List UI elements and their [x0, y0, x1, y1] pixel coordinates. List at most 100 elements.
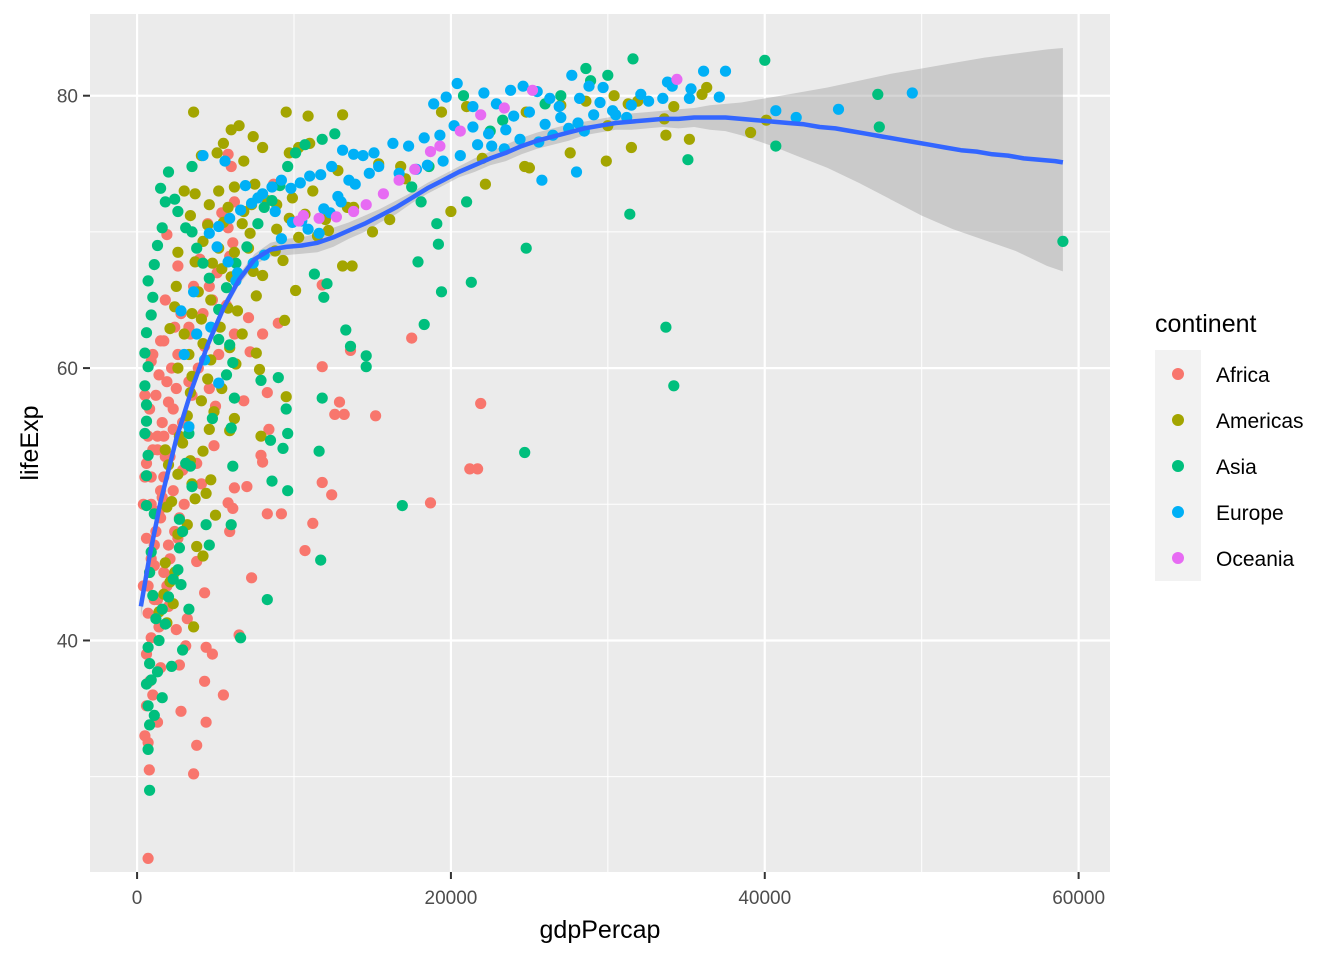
data-point: [180, 457, 192, 469]
data-point: [661, 76, 674, 88]
data-point: [406, 181, 418, 193]
data-point: [759, 54, 771, 66]
data-point: [282, 427, 294, 440]
data-point: [228, 412, 240, 425]
data-point: [142, 700, 154, 712]
data-point: [167, 485, 179, 497]
data-point: [583, 80, 595, 92]
data-point: [266, 181, 278, 193]
data-point: [224, 212, 236, 224]
data-point: [266, 475, 278, 487]
data-point: [514, 133, 526, 145]
data-point: [770, 105, 782, 117]
data-point: [685, 83, 697, 95]
data-point: [225, 422, 237, 434]
data-point: [316, 476, 328, 489]
data-point: [188, 621, 200, 633]
data-point: [140, 532, 153, 544]
data-point: [475, 109, 487, 121]
data-point: [315, 554, 327, 566]
legend-label-europe: Europe: [1216, 502, 1284, 525]
data-point: [206, 412, 218, 425]
data-point: [150, 389, 162, 401]
data-point: [282, 160, 294, 173]
data-point: [280, 403, 292, 415]
data-point: [275, 174, 287, 186]
data-point: [873, 121, 885, 133]
data-point: [602, 69, 614, 81]
series-oceania: [293, 73, 683, 227]
data-point: [195, 313, 207, 325]
data-point: [370, 410, 382, 422]
data-point: [293, 231, 305, 243]
data-point: [151, 239, 164, 252]
data-point: [203, 199, 215, 211]
data-point: [200, 487, 212, 499]
data-point: [197, 445, 209, 457]
data-point: [668, 101, 680, 113]
data-point: [151, 666, 164, 678]
data-point: [625, 99, 638, 111]
data-point: [206, 257, 218, 269]
data-point: [302, 223, 314, 235]
y-tick-label: 80: [57, 87, 78, 108]
data-point: [421, 159, 433, 171]
data-point: [713, 91, 725, 103]
data-point: [241, 481, 253, 493]
x-tick-label: 0: [132, 888, 143, 909]
data-point: [517, 80, 529, 92]
data-point: [220, 369, 233, 381]
data-point: [222, 201, 234, 213]
data-point: [316, 133, 328, 145]
data-point: [186, 308, 198, 320]
data-point: [246, 572, 258, 584]
data-point: [188, 768, 200, 780]
data-point: [536, 174, 548, 186]
data-point: [142, 607, 154, 619]
data-point: [209, 509, 222, 521]
data-point: [147, 689, 159, 701]
data-point: [145, 309, 157, 321]
data-point: [222, 256, 234, 268]
data-point: [346, 260, 358, 272]
data-point: [213, 333, 225, 346]
data-point: [294, 177, 306, 189]
data-point: [424, 497, 437, 509]
data-point: [238, 155, 250, 167]
data-point: [486, 140, 498, 152]
data-point: [228, 392, 240, 404]
data-point: [144, 658, 156, 670]
data-point: [553, 101, 565, 113]
data-point: [500, 124, 512, 136]
data-point: [252, 218, 264, 230]
data-point: [418, 132, 430, 144]
data-point: [203, 539, 215, 551]
data-point: [147, 589, 159, 602]
data-point: [203, 227, 215, 239]
data-point: [155, 182, 167, 194]
data-point: [244, 227, 256, 239]
data-point: [156, 417, 168, 429]
data-point: [261, 594, 273, 606]
legend: continent Africa Americas Asia Europe Oceani…: [1155, 310, 1304, 581]
data-point: [275, 233, 287, 245]
legend-key-americas: [1172, 414, 1184, 426]
data-point: [329, 128, 341, 140]
data-point: [570, 166, 583, 178]
data-point: [197, 150, 209, 162]
data-point: [199, 587, 211, 599]
data-point: [475, 397, 487, 410]
data-point: [497, 114, 509, 126]
data-point: [275, 508, 287, 520]
data-point: [170, 382, 182, 395]
data-point: [343, 174, 355, 186]
data-point: [140, 399, 153, 411]
data-point: [177, 437, 189, 449]
data-point: [166, 660, 178, 673]
data-point: [574, 92, 586, 104]
data-point: [139, 730, 151, 742]
data-point: [316, 392, 328, 404]
data-point: [406, 332, 418, 344]
data-point: [424, 146, 437, 158]
x-tick-label: 20000: [425, 888, 478, 909]
